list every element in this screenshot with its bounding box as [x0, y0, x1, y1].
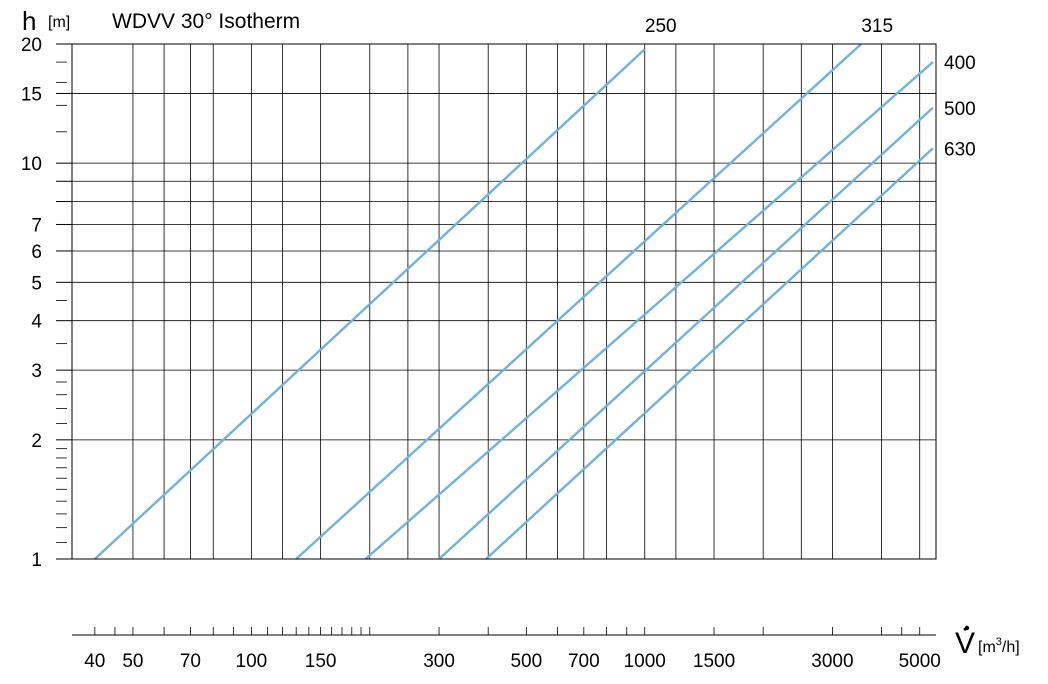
y-tick-label: 2 [31, 431, 42, 452]
chart-title: WDVV 30° Isotherm [112, 10, 300, 33]
x-axis-label-dot [964, 625, 970, 631]
x-tick-label: 3000 [811, 651, 853, 672]
grid-layer [72, 44, 936, 559]
series-line-315 [295, 43, 863, 560]
series-labels: 250 315 400 500 630 [645, 16, 976, 160]
y-axis-unit: [m] [48, 14, 70, 31]
x-axis-unit-sup: 3 [996, 636, 1002, 648]
x-axis-unit: [m3/h] [978, 636, 1020, 656]
x-tick-label: 700 [568, 651, 600, 672]
y-tick-label: 20 [21, 35, 42, 56]
y-tick-label: 4 [31, 312, 42, 333]
y-tick-label: 1 [31, 550, 42, 571]
series-line-500 [438, 106, 934, 560]
series-line-400 [364, 61, 934, 560]
x-tick-label: 150 [305, 651, 337, 672]
series-label-315: 315 [861, 16, 893, 37]
x-tick-label: 300 [423, 651, 455, 672]
x-tick-label: 40 [84, 651, 105, 672]
y-axis-label: h [22, 6, 36, 36]
x-axis-scale: 40 50 70 100 150 300 500 700 1000 1500 3000 5000 [72, 627, 941, 672]
x-axis-label: V̇ [955, 627, 975, 660]
series-label-630: 630 [944, 139, 976, 160]
y-tick-label: 6 [31, 242, 42, 263]
plot-frame [71, 43, 937, 560]
series-line-250 [93, 48, 646, 560]
y-tick-label: 15 [21, 84, 42, 105]
x-tick-label: 500 [510, 651, 542, 672]
x-axis-unit-prefix: [m [978, 639, 996, 656]
x-tick-label: 70 [180, 651, 201, 672]
series-label-500: 500 [944, 99, 976, 120]
x-tick-label: 1000 [624, 651, 666, 672]
y-tick-label: 3 [31, 361, 42, 382]
x-tick-label: 50 [122, 651, 143, 672]
series-line-630 [485, 147, 934, 560]
x-tick-label: 5000 [899, 651, 941, 672]
series-label-400: 400 [944, 53, 976, 74]
x-axis-unit-suffix: /h] [1002, 639, 1020, 656]
x-tick-label: 100 [236, 651, 268, 672]
y-axis-ticks: 1 2 3 4 5 6 7 10 15 20 [21, 35, 72, 571]
y-tick-label: 10 [21, 154, 42, 175]
y-tick-label: 5 [31, 273, 42, 294]
y-tick-label: 7 [31, 215, 42, 236]
series-layer [93, 43, 934, 560]
series-label-250: 250 [645, 16, 677, 37]
x-tick-label: 1500 [693, 651, 735, 672]
